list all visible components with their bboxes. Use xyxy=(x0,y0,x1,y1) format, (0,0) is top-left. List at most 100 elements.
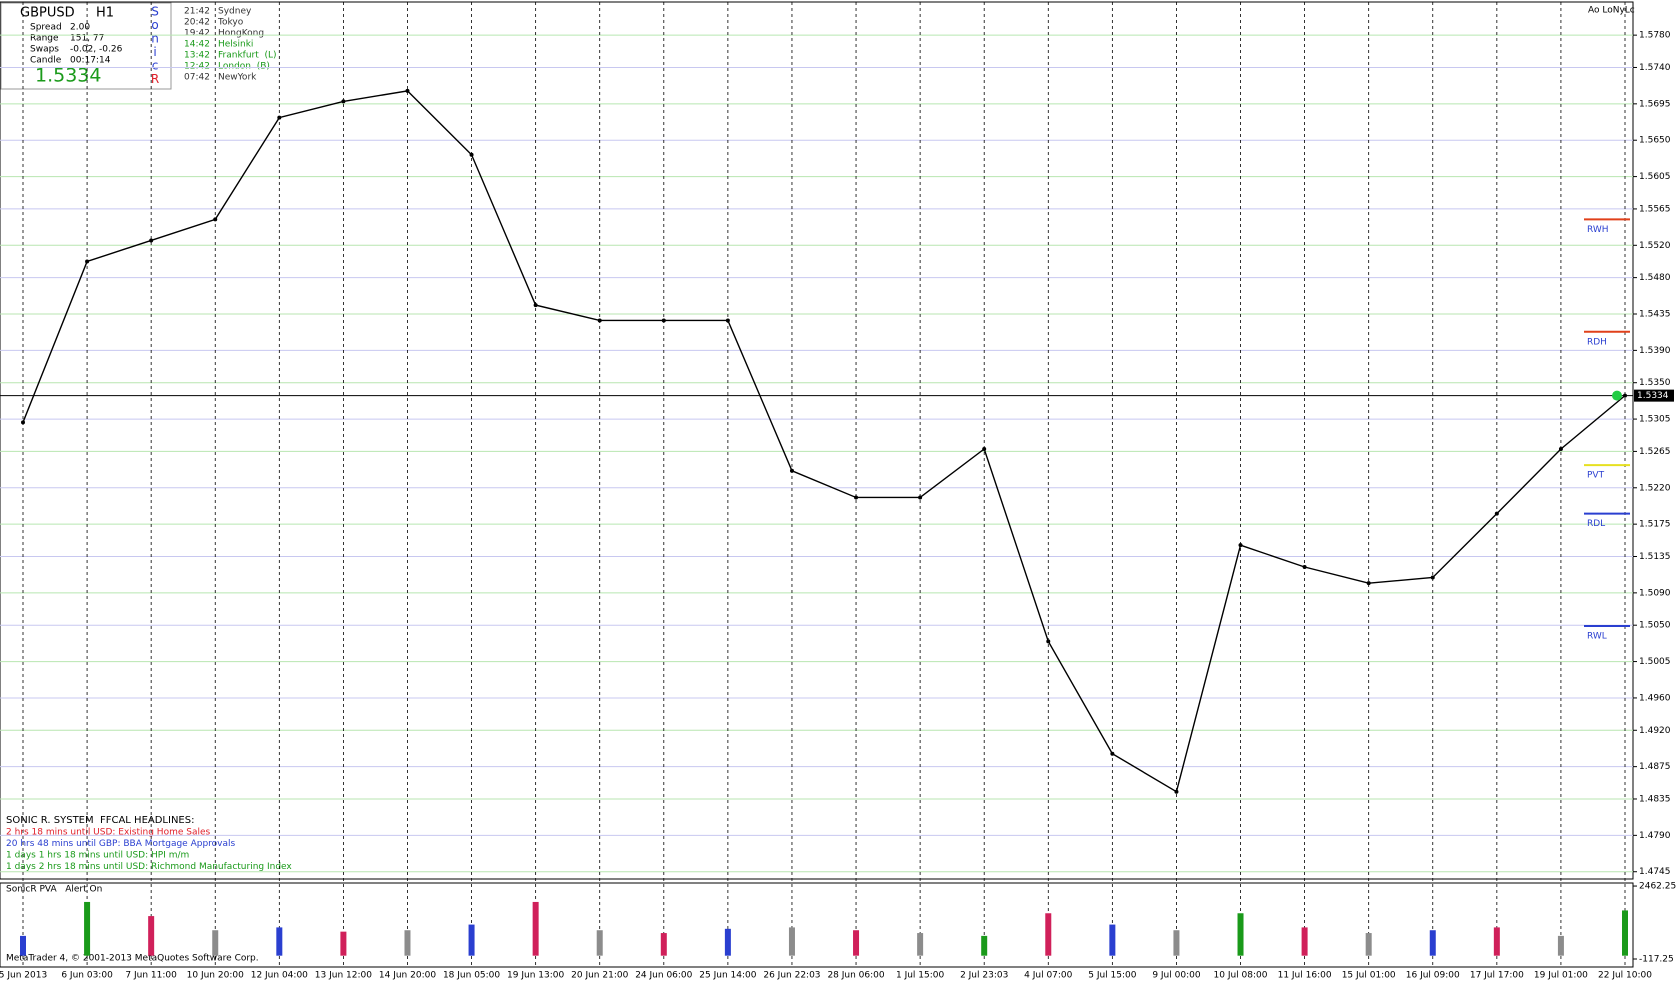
info-label: Swaps xyxy=(30,45,59,55)
y-tick-label: 1.5565 xyxy=(1639,204,1671,214)
info-panel xyxy=(0,2,172,90)
price-point xyxy=(661,318,666,323)
volume-bar xyxy=(724,928,731,956)
corner-label: Ao LoNyLc xyxy=(1588,6,1635,16)
session-place: NewYork xyxy=(218,73,257,83)
x-tick-label: 22 Jul 10:00 xyxy=(1598,971,1652,981)
price-point xyxy=(149,238,154,243)
headline: 1 days 2 hrs 18 mins until USD: Richmond… xyxy=(6,862,292,872)
info-value: 2.00 xyxy=(70,23,90,33)
main-panel xyxy=(0,1,1634,880)
level-label: RDH xyxy=(1587,337,1607,347)
x-tick-label: 6 Jun 03:00 xyxy=(61,971,113,981)
x-tick-label: 12 Jun 04:00 xyxy=(251,971,308,981)
x-tick-label: 28 Jun 06:00 xyxy=(827,971,884,981)
headline-box xyxy=(1,810,313,876)
y-tick-label: 1.4960 xyxy=(1639,693,1671,703)
price-point xyxy=(1558,446,1563,451)
session-time: 07:42 xyxy=(184,73,210,83)
x-tick-label: 25 Jun 14:00 xyxy=(699,971,756,981)
headline: 2 hrs 18 mins until USD: Existing Home S… xyxy=(6,828,211,838)
volume-bar xyxy=(1109,924,1116,956)
x-tick-label: 10 Jul 08:00 xyxy=(1214,971,1268,981)
y-tick-label: -117.25 xyxy=(1639,955,1674,965)
x-tick-label: 5 Jun 2013 xyxy=(0,971,47,981)
logo-letter: S xyxy=(151,5,159,19)
symbol: GBPUSD xyxy=(20,6,75,21)
volume-bar xyxy=(596,930,603,956)
price-point xyxy=(405,88,410,93)
price-point xyxy=(1174,789,1179,794)
y-tick-label: 1.5135 xyxy=(1639,552,1671,562)
volume-bar xyxy=(917,933,924,956)
info-label: Range xyxy=(30,34,59,44)
x-tick-label: 13 Jun 12:00 xyxy=(315,971,372,981)
session-time: 20:42 xyxy=(184,18,210,28)
y-tick-label: 1.4920 xyxy=(1639,726,1671,736)
price-point xyxy=(533,303,538,308)
price-point xyxy=(1046,639,1051,644)
price-line xyxy=(22,90,1626,793)
logo-letter: c xyxy=(152,59,159,73)
x-tick-label: 7 Jun 11:00 xyxy=(125,971,177,981)
x-tick-label: 11 Jul 16:00 xyxy=(1278,971,1332,981)
price-point xyxy=(597,318,602,323)
x-tick-label: 19 Jun 13:00 xyxy=(507,971,564,981)
logo-letter: n xyxy=(151,32,159,46)
price-point xyxy=(213,217,218,222)
volume-bar xyxy=(788,927,795,956)
y-tick-label: 1.5305 xyxy=(1639,415,1671,425)
volume-bar xyxy=(1557,935,1564,956)
session-place: Helsinki xyxy=(218,40,253,50)
session-time: 14:42 xyxy=(184,40,210,50)
x-tick-label: 1 Jul 15:00 xyxy=(896,971,945,981)
volume-bar xyxy=(1045,913,1052,956)
headlines-title: SONIC R. SYSTEM FFCAL HEADLINES: xyxy=(6,815,194,826)
x-tick-label: 18 Jun 05:00 xyxy=(443,971,500,981)
last-price-label: 1.5334 xyxy=(1637,391,1669,401)
price-point xyxy=(21,420,25,425)
y-tick-label: 1.4835 xyxy=(1639,794,1671,804)
level-label: RDL xyxy=(1587,519,1605,529)
info-label: Candle xyxy=(30,56,62,66)
price-point xyxy=(1366,581,1371,586)
headline: 20 hrs 48 mins until GBP: BBA Mortgage A… xyxy=(6,839,236,849)
price-point xyxy=(982,446,987,451)
y-tick-label: 2462.25 xyxy=(1639,882,1676,892)
x-tick-label: 16 Jul 09:00 xyxy=(1406,971,1460,981)
x-tick-label: 17 Jul 17:00 xyxy=(1470,971,1524,981)
volume-bar xyxy=(148,916,155,956)
x-tick-label: 5 Jul 15:00 xyxy=(1088,971,1137,981)
volume-bar xyxy=(853,930,860,956)
volume-panel xyxy=(0,882,1634,968)
session-place: HongKong xyxy=(218,29,264,39)
price-point xyxy=(1238,543,1243,548)
y-tick-label: 1.5090 xyxy=(1639,588,1671,598)
volume-bar xyxy=(532,901,539,956)
price-point xyxy=(469,152,474,157)
volume-bar xyxy=(660,933,667,956)
price-point xyxy=(789,468,794,473)
volume-bar xyxy=(340,931,347,956)
logo-letter: i xyxy=(153,45,156,59)
y-tick-label: 1.5220 xyxy=(1639,483,1671,493)
last-price-dot xyxy=(1612,390,1622,401)
copyright: MetaTrader 4, © 2001-2013 MetaQuotes Sof… xyxy=(6,954,259,964)
y-tick-label: 1.5740 xyxy=(1639,63,1671,73)
last-price-box xyxy=(1634,389,1674,402)
level-label: RWL xyxy=(1587,632,1607,642)
info-label: Spread xyxy=(30,23,62,33)
bid-price: 1.5334 xyxy=(35,65,101,87)
price-point xyxy=(85,259,90,264)
session-place: Sydney xyxy=(218,7,252,17)
y-tick-label: 1.5605 xyxy=(1639,172,1671,182)
x-tick-label: 2 Jul 23:03 xyxy=(960,971,1008,981)
y-tick-label: 1.5650 xyxy=(1639,136,1671,146)
y-tick-label: 1.5265 xyxy=(1639,447,1671,457)
volume-bar xyxy=(1237,913,1244,956)
price-point xyxy=(1110,751,1115,756)
x-tick-label: 14 Jun 20:00 xyxy=(379,971,436,981)
x-tick-label: 15 Jul 01:00 xyxy=(1342,971,1396,981)
y-tick-label: 1.5695 xyxy=(1639,99,1671,109)
